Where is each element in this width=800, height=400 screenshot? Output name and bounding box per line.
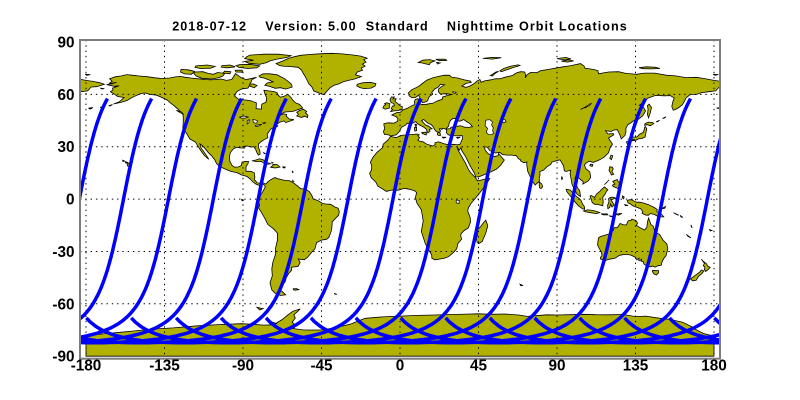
svg-text:0: 0: [396, 358, 405, 375]
svg-text:180: 180: [701, 358, 727, 375]
svg-text:90: 90: [548, 358, 565, 375]
svg-text:45: 45: [470, 358, 488, 375]
svg-text:135: 135: [623, 358, 649, 375]
svg-text:90: 90: [57, 34, 74, 51]
svg-text:-90: -90: [232, 358, 254, 375]
svg-text:-180: -180: [71, 358, 102, 375]
svg-text:-135: -135: [149, 358, 180, 375]
svg-text:-45: -45: [310, 358, 333, 375]
svg-text:-60: -60: [52, 296, 74, 313]
svg-text:0: 0: [66, 192, 75, 209]
svg-text:-30: -30: [52, 244, 74, 261]
svg-text:2018-07-12 Version: 5.00 S: 2018-07-12 Version: 5.00 Standard Nightt…: [172, 19, 628, 33]
svg-text:-90: -90: [52, 349, 74, 366]
svg-text:60: 60: [57, 87, 74, 104]
svg-text:30: 30: [57, 139, 74, 156]
